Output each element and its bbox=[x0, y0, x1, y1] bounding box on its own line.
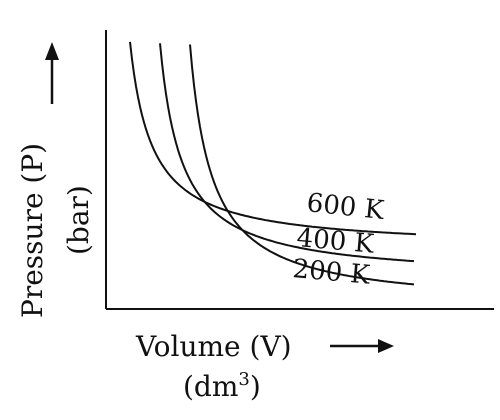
y-axis-unit: (bar) bbox=[62, 185, 95, 255]
isotherm-curve-200k bbox=[189, 44, 415, 286]
isotherm-curve-600k bbox=[129, 41, 417, 236]
x-axis-title: Volume (V) bbox=[135, 330, 292, 363]
isotherm-curves bbox=[129, 41, 417, 286]
curve-label-400k: 400 K bbox=[295, 223, 375, 260]
x-axis-unit: (dm3) bbox=[183, 369, 261, 403]
y-axis-title: Pressure (P) bbox=[16, 143, 49, 318]
isotherm-curve-400k bbox=[159, 43, 415, 263]
x-axis-arrow bbox=[330, 339, 394, 353]
curve-label-600k: 600 K bbox=[305, 188, 386, 226]
curve-label-200k: 200 K bbox=[291, 254, 371, 291]
y-axis-arrow bbox=[45, 42, 59, 104]
